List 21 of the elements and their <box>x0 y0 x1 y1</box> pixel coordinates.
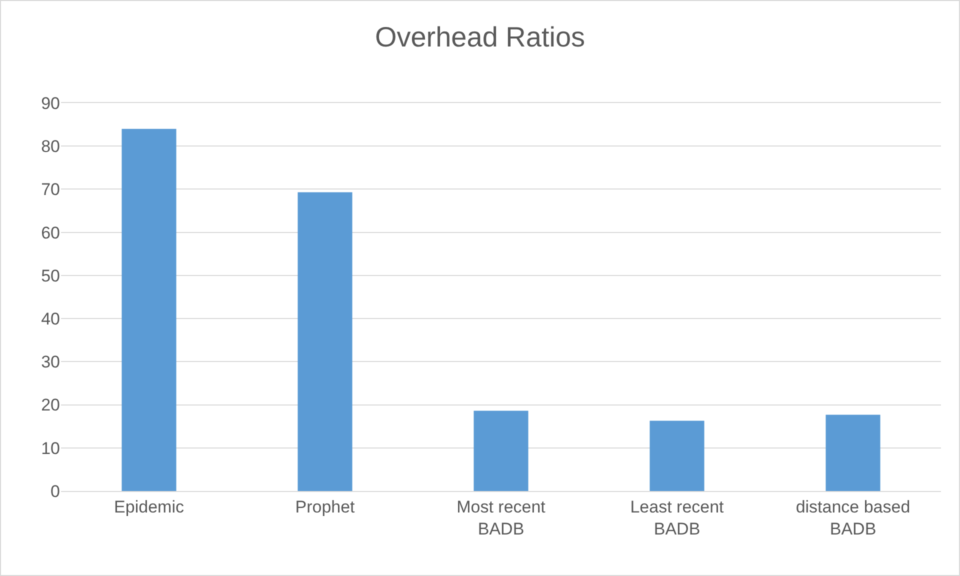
y-tick-label: 70 <box>41 180 60 200</box>
y-tick-label: 10 <box>41 438 60 458</box>
chart-title: Overhead Ratios <box>374 21 586 52</box>
bar <box>826 414 880 491</box>
y-tick-label: 20 <box>41 396 60 415</box>
x-tick-label: Most recent BADB <box>456 497 546 538</box>
bar <box>474 410 528 491</box>
y-tick-label: 80 <box>41 137 60 156</box>
x-tick-label: Epidemic <box>114 497 184 516</box>
y-tick-label: 0 <box>50 482 60 501</box>
bar <box>298 192 352 491</box>
x-tick-label: Prophet <box>295 497 356 516</box>
x-tick-label: distance based BADB <box>796 497 910 538</box>
x-tick-label: Least recent BADB <box>630 497 724 538</box>
bar <box>122 128 176 491</box>
y-tick-label: 40 <box>41 310 60 329</box>
y-tick-label: 30 <box>41 352 60 372</box>
bar <box>650 420 704 491</box>
y-tick-label: 50 <box>41 266 60 286</box>
y-tick-label: 90 <box>41 94 60 113</box>
y-tick-label: 60 <box>41 223 60 242</box>
